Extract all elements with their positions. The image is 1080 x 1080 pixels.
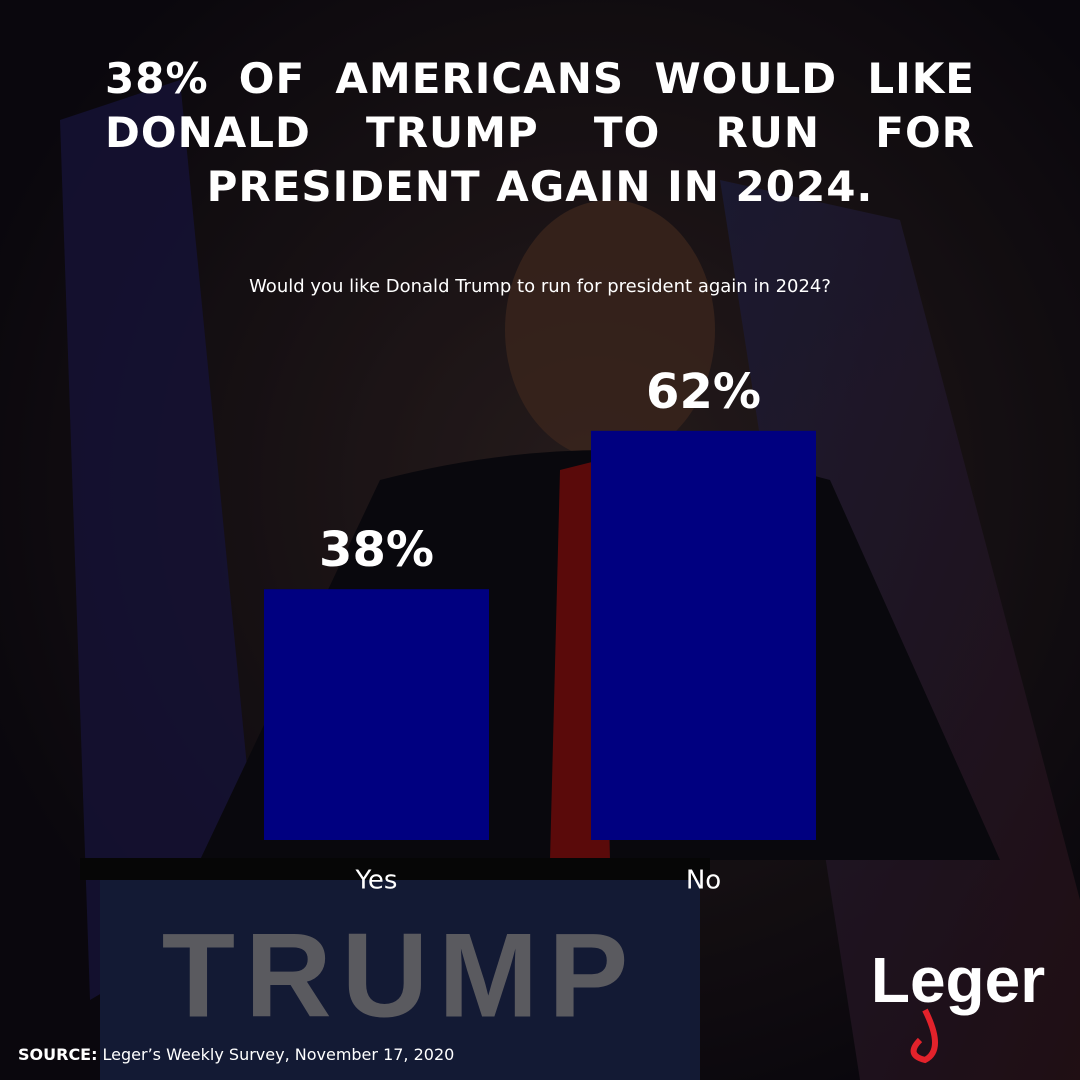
logo-swash xyxy=(910,1008,938,1064)
value-label: 38% xyxy=(319,522,434,578)
bar xyxy=(264,589,489,840)
value-label: 62% xyxy=(646,364,761,420)
bar xyxy=(591,430,816,840)
source-text: Leger’s Weekly Survey, November 17, 2020 xyxy=(103,1045,455,1064)
photo-sign: TRUMP xyxy=(162,909,639,1043)
source-label: SOURCE: xyxy=(18,1045,98,1064)
chart-subtitle: Would you like Donald Trump to run for p… xyxy=(249,276,831,297)
source: SOURCE: Leger’s Weekly Survey, November 1… xyxy=(18,1045,454,1064)
photo-podium xyxy=(80,858,710,880)
x-tick-label: Yes xyxy=(355,866,398,896)
photo-flag xyxy=(60,80,260,1000)
photo-figure xyxy=(505,200,715,460)
photo-podium xyxy=(100,880,700,1080)
x-tick-label: No xyxy=(686,866,721,896)
chart-title: 38% OF AMERICANS WOULD LIKE DONALD TRUMP… xyxy=(105,54,975,211)
logo: Leger xyxy=(871,944,1045,1016)
